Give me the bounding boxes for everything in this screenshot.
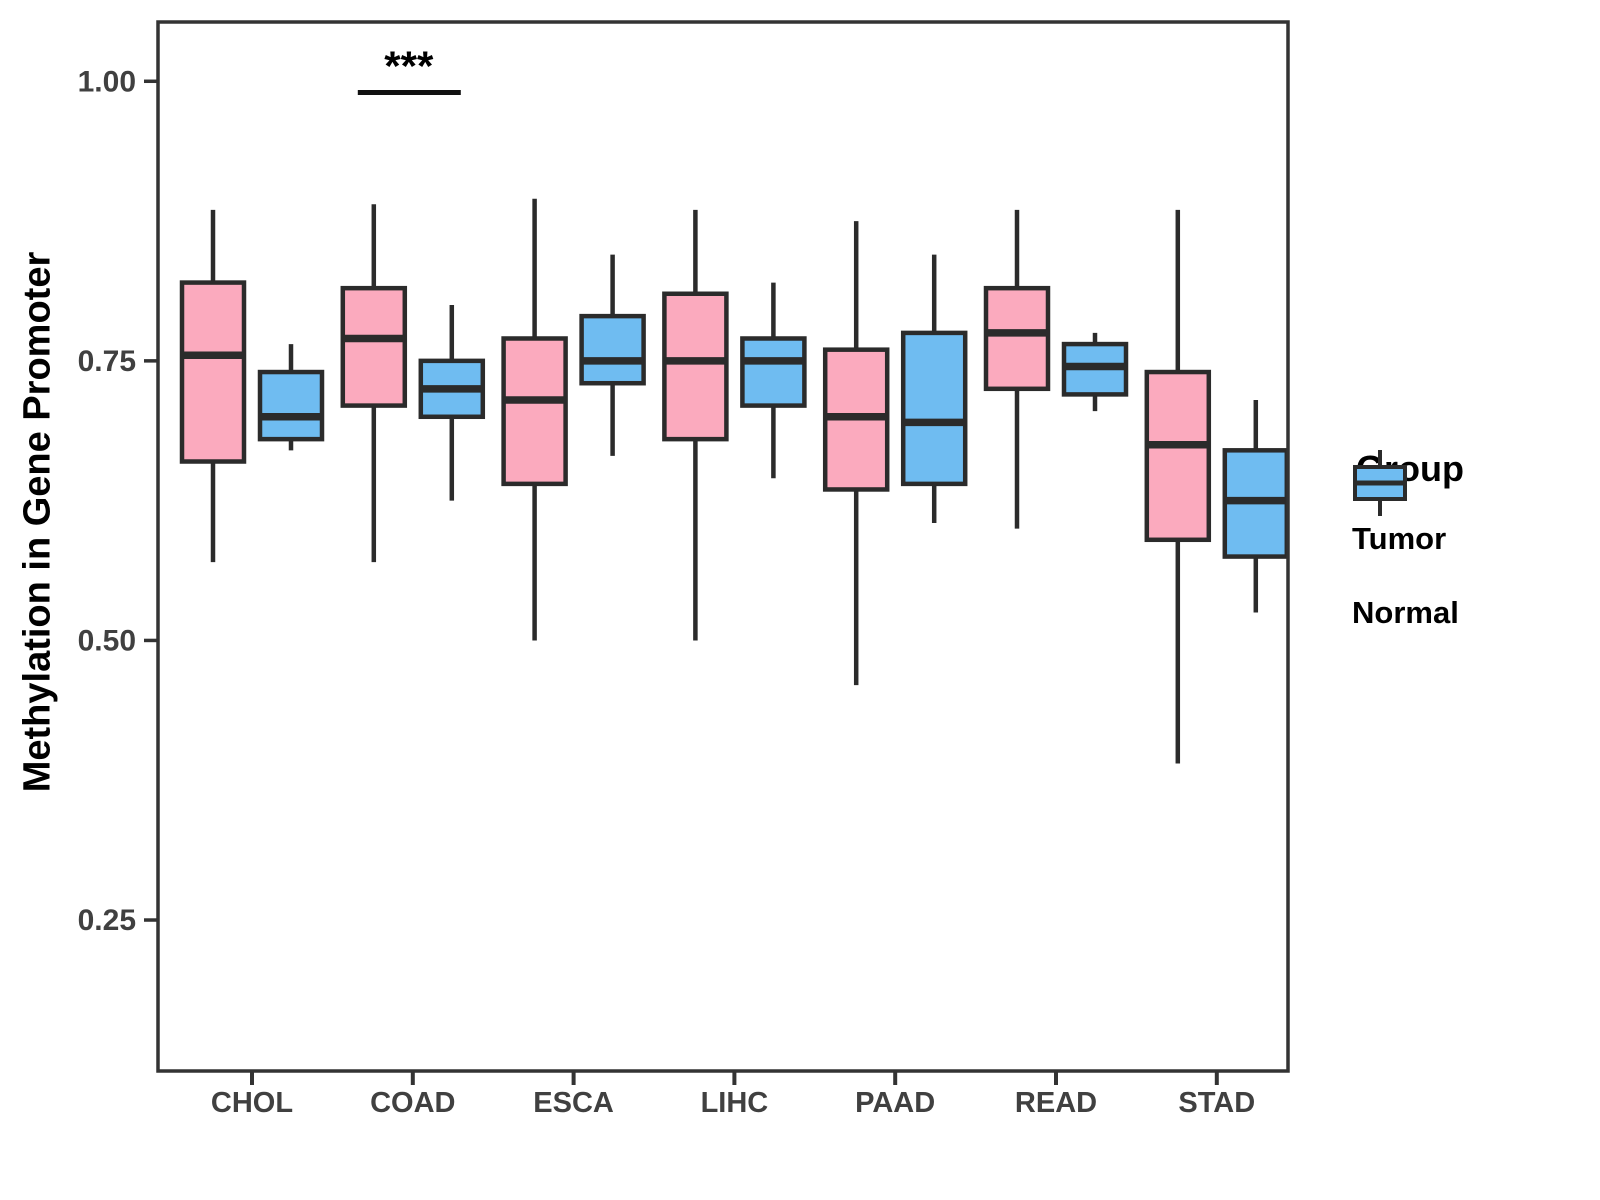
- box-COAD-Tumor: [340, 285, 408, 408]
- box-LIHC-Normal: [740, 336, 807, 408]
- x-tick-label-STAD: STAD: [1178, 1087, 1255, 1119]
- y-tick-label-0.50: 0.50: [78, 624, 136, 657]
- x-tick-label-COAD: COAD: [370, 1087, 455, 1119]
- box-STAD-Tumor: [1144, 369, 1212, 543]
- x-tick-label-ESCA: ESCA: [533, 1087, 614, 1119]
- box-CHOL-Tumor: [179, 280, 247, 464]
- y-axis-title: Methylation in Gene Promoter: [16, 251, 59, 793]
- y-tick-label-0.75: 0.75: [78, 345, 136, 378]
- significance-stars: ***: [384, 42, 434, 89]
- x-tick-label-READ: READ: [1015, 1087, 1097, 1119]
- box-ESCA-Normal: [579, 313, 646, 386]
- panel-border: [156, 20, 1290, 1073]
- box-READ-Tumor: [983, 285, 1051, 392]
- y-tick-label-0.25: 0.25: [78, 904, 136, 937]
- box-PAAD-Normal: [900, 330, 968, 487]
- box-LIHC-Tumor: [662, 291, 729, 442]
- x-tick-label-CHOL: CHOL: [211, 1087, 293, 1119]
- legend-item-normal: Normal: [1352, 450, 1464, 646]
- x-tick-label-LIHC: LIHC: [701, 1087, 769, 1119]
- x-tick-label-PAAD: PAAD: [855, 1087, 935, 1119]
- legend-label-normal: Normal: [1352, 595, 1459, 630]
- legend: Group Tumor Normal: [1352, 448, 1464, 654]
- y-tick-label-1.00: 1.00: [78, 65, 136, 98]
- normal-boxplot-glyph-icon: [1353, 450, 1407, 516]
- legend-label-tumor: Tumor: [1352, 521, 1447, 556]
- box-ESCA-Tumor: [501, 336, 568, 487]
- box-CHOL-Normal: [257, 369, 325, 442]
